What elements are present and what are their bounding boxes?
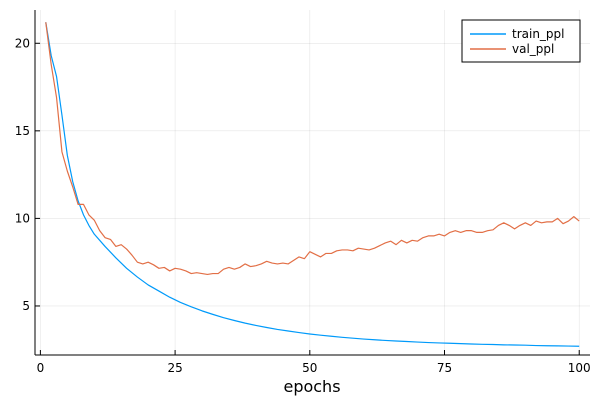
y-tick-label: 15 [15, 124, 30, 138]
legend: train_ppl val_ppl [461, 19, 581, 63]
series-line-train-ppl [45, 22, 580, 347]
x-tick-label: 100 [568, 361, 591, 375]
series-line-val-ppl [45, 22, 580, 276]
x-tick-label: 50 [302, 361, 317, 375]
y-tick-label: 20 [15, 36, 30, 50]
y-tick-label: 5 [22, 299, 30, 313]
x-tick-label: 25 [167, 361, 182, 375]
legend-box [461, 19, 581, 63]
tick-labels: 0 25 50 75 100 5 10 15 20 [15, 36, 591, 375]
y-tick-label: 10 [15, 211, 30, 225]
axes [34, 10, 590, 356]
legend-label-train-ppl: train_ppl [512, 27, 565, 41]
plot-area [35, 10, 590, 355]
x-axis-title: epochs [283, 377, 340, 396]
x-tick-label: 75 [437, 361, 452, 375]
series-layer [45, 22, 580, 347]
tick-marks [35, 42, 580, 355]
x-tick-label: 0 [37, 361, 45, 375]
legend-label-val-ppl: val_ppl [512, 42, 554, 56]
